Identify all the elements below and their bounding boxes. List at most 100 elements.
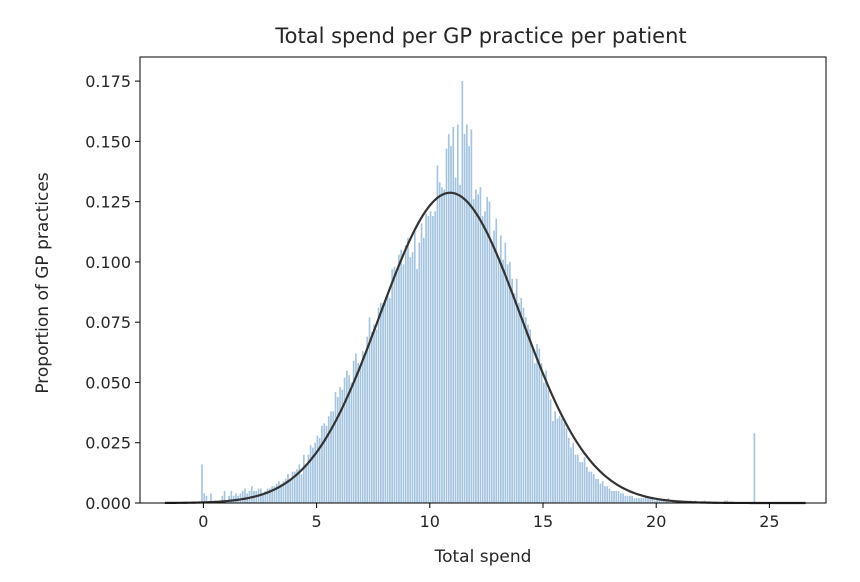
histogram-bar bbox=[495, 218, 498, 503]
histogram-bar bbox=[350, 382, 353, 503]
histogram-bar bbox=[296, 469, 298, 503]
histogram-bar bbox=[423, 237, 425, 503]
histogram-bar bbox=[228, 495, 230, 503]
histogram-bar bbox=[499, 235, 502, 503]
histogram-bar bbox=[269, 488, 271, 503]
histogram-bar bbox=[615, 490, 618, 503]
histogram-bar bbox=[561, 418, 563, 503]
histogram-bar bbox=[662, 500, 665, 503]
histogram-bar bbox=[545, 370, 547, 503]
histogram-bar bbox=[352, 360, 355, 503]
histogram-bar bbox=[459, 184, 461, 503]
histogram-bar bbox=[289, 478, 292, 503]
histogram-bar bbox=[649, 498, 652, 503]
histogram-bar bbox=[567, 437, 570, 503]
histogram-bar bbox=[278, 481, 280, 503]
histogram-bar bbox=[312, 447, 314, 503]
histogram-bar bbox=[531, 348, 534, 503]
histogram-bar bbox=[518, 302, 520, 503]
histogram-bar bbox=[391, 269, 393, 503]
histogram-bar bbox=[223, 490, 226, 503]
histogram-bar bbox=[651, 498, 654, 503]
x-tick-label: 10 bbox=[420, 512, 440, 531]
histogram-bar bbox=[590, 471, 593, 503]
histogram-bar bbox=[610, 490, 613, 503]
histogram-bar bbox=[244, 488, 246, 503]
histogram-bar bbox=[420, 223, 423, 503]
histogram-bar bbox=[334, 392, 337, 503]
histogram-bar bbox=[413, 230, 416, 503]
histogram-bar bbox=[336, 396, 339, 503]
histogram-bar bbox=[382, 302, 384, 503]
y-tick-label: 0.000 bbox=[85, 494, 131, 513]
histogram-bar bbox=[497, 257, 500, 503]
histogram-bar bbox=[280, 483, 283, 503]
histogram-bar bbox=[409, 257, 412, 503]
histogram-bar bbox=[271, 486, 273, 503]
histogram-bar bbox=[434, 211, 436, 504]
histogram-bar bbox=[318, 437, 321, 503]
histogram-bar bbox=[470, 129, 473, 503]
histogram-bar bbox=[386, 295, 389, 503]
histogram-bar bbox=[298, 464, 301, 503]
histogram-bar bbox=[513, 293, 516, 503]
histogram-bar bbox=[262, 493, 264, 503]
y-tick-label: 0.075 bbox=[85, 313, 131, 332]
x-tick-label: 5 bbox=[312, 512, 322, 531]
histogram-bar bbox=[520, 298, 523, 503]
histogram-bar bbox=[393, 266, 396, 503]
histogram-bar bbox=[309, 445, 312, 503]
x-axis-label: Total spend bbox=[434, 547, 532, 567]
histogram-bar bbox=[595, 478, 597, 503]
histogram-bar bbox=[601, 481, 604, 503]
histogram-bar bbox=[640, 498, 643, 503]
histogram-bar bbox=[583, 457, 586, 503]
histogram-bar bbox=[287, 474, 289, 503]
histogram-bar bbox=[597, 478, 599, 503]
histogram-bar bbox=[368, 317, 371, 503]
histogram-bar bbox=[427, 216, 430, 504]
histogram-bar bbox=[305, 464, 307, 503]
histogram-bar bbox=[357, 363, 360, 503]
histogram-bar bbox=[205, 495, 208, 503]
histogram-bar bbox=[488, 201, 491, 503]
histogram-bar bbox=[330, 411, 332, 503]
y-tick-label: 0.100 bbox=[85, 253, 131, 272]
histogram-bar bbox=[432, 216, 434, 504]
histogram-bar bbox=[364, 353, 366, 503]
histogram-bar bbox=[452, 126, 455, 503]
y-axis-ticks: 0.000 0.025 0.050 0.075 0.100 0.125 0.150 0.175 bbox=[85, 72, 140, 513]
histogram-bar bbox=[373, 324, 375, 503]
histogram-bar bbox=[626, 495, 629, 503]
histogram-bar bbox=[629, 495, 631, 503]
x-tick-label: 15 bbox=[533, 512, 553, 531]
histogram-bar bbox=[395, 269, 398, 503]
histogram-bar bbox=[284, 478, 287, 503]
histogram-bar bbox=[486, 196, 489, 503]
histogram-bar bbox=[359, 365, 362, 503]
histogram-bar bbox=[264, 490, 267, 503]
histogram-bar bbox=[321, 425, 323, 503]
histogram-bar bbox=[400, 249, 403, 503]
histogram-bar bbox=[524, 317, 527, 503]
histogram-bar bbox=[366, 336, 369, 503]
histogram-bar bbox=[438, 182, 441, 504]
histogram-bar bbox=[377, 307, 380, 503]
histogram-bar bbox=[398, 254, 400, 503]
histogram-bar bbox=[293, 471, 296, 503]
histogram-bar bbox=[656, 498, 658, 503]
histogram-bar bbox=[574, 454, 577, 503]
histogram-bar bbox=[402, 264, 405, 503]
histogram-bar bbox=[586, 466, 588, 503]
histogram-bar bbox=[658, 500, 661, 503]
histogram-bar bbox=[273, 486, 276, 503]
x-tick-label: 25 bbox=[759, 512, 779, 531]
histogram-bar bbox=[493, 230, 495, 503]
histogram-bars bbox=[201, 81, 756, 504]
histogram-bar bbox=[581, 462, 584, 503]
histogram-bar bbox=[647, 498, 649, 503]
histogram-bar bbox=[282, 481, 285, 503]
histogram-bar bbox=[635, 498, 638, 503]
histogram-bar bbox=[291, 471, 294, 503]
histogram-bar bbox=[619, 493, 622, 503]
